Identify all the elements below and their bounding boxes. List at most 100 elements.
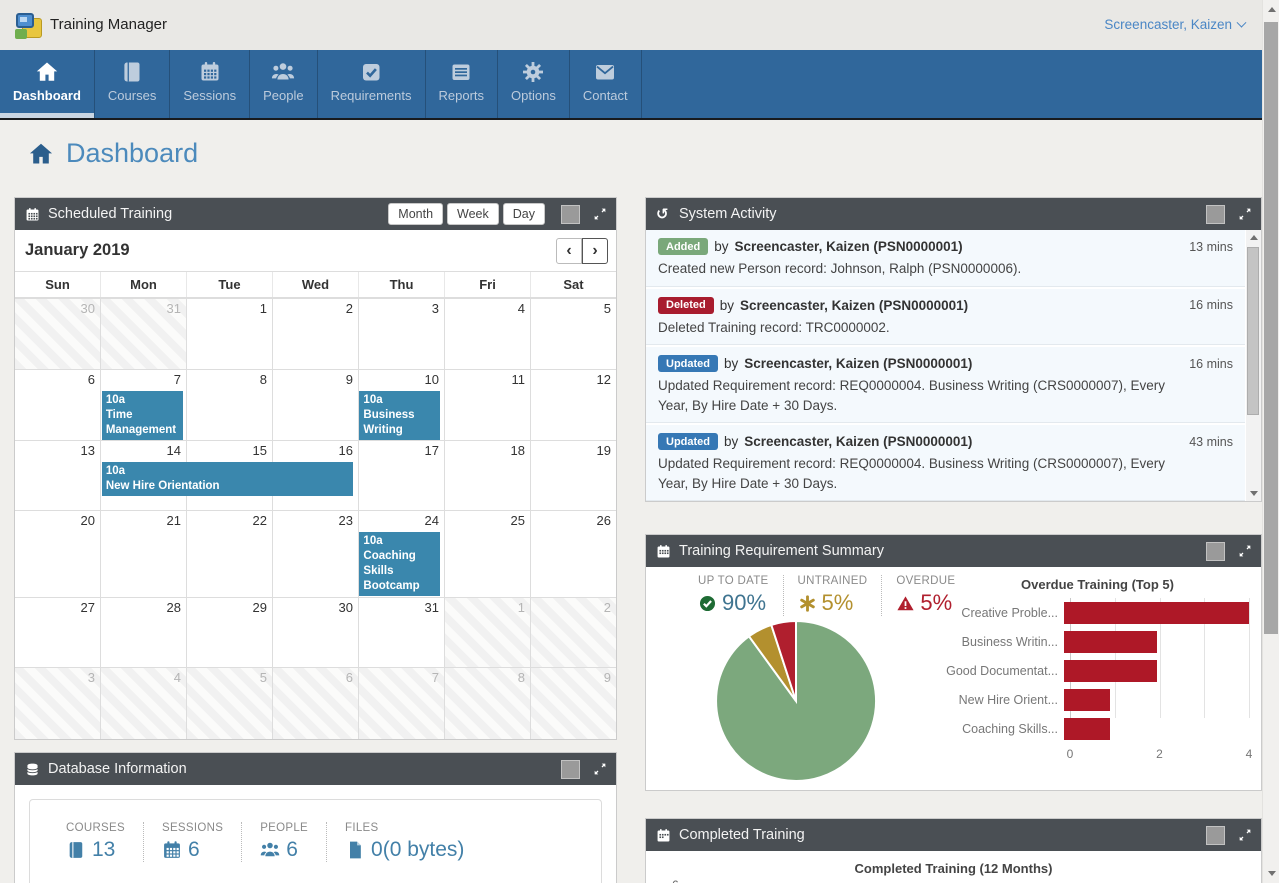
calendar-day[interactable]: 30	[15, 299, 100, 369]
scrollbar-thumb[interactable]	[1264, 22, 1278, 634]
calendar-day[interactable]: 29	[186, 598, 272, 667]
calendar-day[interactable]: 17	[358, 441, 444, 510]
calendar-day[interactable]: 13	[15, 441, 100, 510]
nav-tab-options[interactable]: Options	[498, 50, 570, 118]
status-badge: Deleted	[658, 296, 714, 314]
calendar-day[interactable]: 8	[186, 370, 272, 440]
day-view-button[interactable]: Day	[502, 203, 545, 225]
people-icon	[260, 842, 280, 857]
page-scrollbar[interactable]	[1262, 0, 1279, 883]
activity-description: Updated Requirement record: REQ0000004. …	[658, 456, 1166, 491]
week-view-button[interactable]: Week	[447, 203, 499, 225]
calendar-day[interactable]: 28	[100, 598, 186, 667]
expand-icon[interactable]	[592, 761, 608, 777]
scroll-down-button[interactable]	[1246, 486, 1261, 501]
calendar-day-headers: Sun Mon Tue Wed Thu Fri Sat	[15, 272, 616, 298]
calendar-day[interactable]: 9	[272, 370, 358, 440]
stat-overdue: OVERDUE 5%	[881, 575, 969, 616]
calendar-day[interactable]: 23	[272, 511, 358, 597]
activity-row: Updated by Screencaster, Kaizen (PSN000000…	[646, 425, 1245, 501]
calendar-day[interactable]: 25	[444, 511, 530, 597]
scroll-up-button[interactable]	[1263, 1, 1279, 18]
calendar-day[interactable]: 3	[15, 668, 100, 739]
activity-description: Created new Person record: Johnson, Ralp…	[658, 261, 1022, 276]
calendar-event-business-writing[interactable]: 10a Business Writing	[359, 391, 441, 440]
nav-tab-sessions[interactable]: Sessions	[170, 50, 251, 118]
stat-sessions: SESSIONS 6	[142, 822, 241, 862]
calendar-day[interactable]: 7	[358, 668, 444, 739]
calendar-icon	[656, 544, 671, 559]
calendar-day[interactable]: 27	[15, 598, 100, 667]
scroll-up-button[interactable]	[1246, 230, 1261, 245]
calendar-event-coaching-skills-bootcamp[interactable]: 10a Coaching Skills Bootcamp	[359, 532, 441, 596]
calendar-day[interactable]: 12	[530, 370, 616, 440]
calendar-day[interactable]: 5	[186, 668, 272, 739]
app-logo-icon	[14, 11, 42, 39]
status-badge: Updated	[658, 433, 718, 451]
database-stats-box: COURSES 13 SESSIONS 6 PEOPLE 6 FILES 0(0…	[29, 799, 602, 883]
nav-tab-contact[interactable]: Contact	[570, 50, 642, 118]
scrollbar-thumb[interactable]	[1247, 247, 1259, 415]
calendar-day[interactable]: 8	[444, 668, 530, 739]
status-badge: Added	[658, 238, 709, 255]
activity-row: Updated by Screencaster, Kaizen (PSN000000…	[646, 347, 1245, 424]
stat-up-to-date: UP TO DATE 90%	[698, 575, 769, 615]
book-icon	[120, 60, 144, 84]
panel-collapse-button[interactable]	[561, 759, 580, 779]
nav-tab-requirements[interactable]: Requirements	[318, 50, 426, 118]
overdue-training-bar-chart: Overdue Training (Top 5) Creative Proble…	[946, 577, 1253, 761]
calendar-day[interactable]: 22	[186, 511, 272, 597]
calendar-day[interactable]: 31	[358, 598, 444, 667]
calendar-day[interactable]: 3	[358, 299, 444, 369]
month-view-button[interactable]: Month	[388, 203, 444, 225]
activity-description: Updated Requirement record: REQ0000004. …	[658, 378, 1166, 413]
calendar-day[interactable]: 1	[186, 299, 272, 369]
panel-collapse-button[interactable]	[1206, 541, 1225, 561]
calendar-day[interactable]: 20	[15, 511, 100, 597]
calendar-day[interactable]: 2	[530, 598, 616, 667]
calendar-day[interactable]: 4	[100, 668, 186, 739]
gear-icon	[521, 60, 545, 84]
y-axis-tick: 6	[672, 878, 679, 883]
calendar-event-time-management[interactable]: 10a Time Management	[101, 391, 183, 440]
calendar-day[interactable]: 11	[444, 370, 530, 440]
nav-tab-dashboard[interactable]: Dashboard	[0, 50, 95, 118]
calendar-day[interactable]: 6	[15, 370, 100, 440]
calendar-day[interactable]: 4	[444, 299, 530, 369]
calendar-day[interactable]: 9	[530, 668, 616, 739]
calendar-day[interactable]: 2	[272, 299, 358, 369]
panel-collapse-button[interactable]	[561, 204, 580, 224]
panel-collapse-button[interactable]	[1206, 204, 1225, 224]
expand-icon[interactable]	[592, 206, 608, 222]
user-menu[interactable]: Screencaster, Kaizen	[1104, 17, 1247, 32]
expand-icon[interactable]	[1237, 827, 1253, 843]
calendar-day[interactable]: 1	[444, 598, 530, 667]
calendar-week: 20 21 22 23 24 25 26 10a Coaching Skills …	[15, 510, 616, 597]
calendar-day[interactable]: 18	[444, 441, 530, 510]
calendar-day[interactable]: 26	[530, 511, 616, 597]
app-title: Training Manager	[50, 16, 168, 33]
calendar-day[interactable]: 5	[530, 299, 616, 369]
calendar-toolbar: January 2019 ‹ ›	[15, 230, 616, 272]
stat-courses: COURSES 13	[66, 822, 125, 861]
calendar-next-button[interactable]: ›	[582, 238, 608, 264]
scroll-down-button[interactable]	[1263, 865, 1279, 882]
calendar-day[interactable]: 19	[530, 441, 616, 510]
calendar-day[interactable]: 31	[100, 299, 186, 369]
calendar-day[interactable]: 30	[272, 598, 358, 667]
calendar-event-new-hire-orientation[interactable]: 10a New Hire Orientation	[101, 462, 354, 496]
nav-tab-courses[interactable]: Courses	[95, 50, 171, 118]
expand-icon[interactable]	[1237, 206, 1253, 222]
nav-tab-people[interactable]: People	[250, 50, 318, 118]
panel-collapse-button[interactable]	[1206, 825, 1225, 845]
expand-icon[interactable]	[1237, 543, 1253, 559]
calendar-prev-button[interactable]: ‹	[556, 238, 582, 264]
activity-time: 16 mins	[1189, 356, 1233, 371]
calendar-day[interactable]: 6	[272, 668, 358, 739]
nav-tab-reports[interactable]: Reports	[426, 50, 499, 118]
activity-scrollbar[interactable]	[1246, 230, 1261, 501]
file-icon	[350, 841, 361, 859]
warning-icon	[897, 595, 914, 610]
calendar-day[interactable]: 21	[100, 511, 186, 597]
